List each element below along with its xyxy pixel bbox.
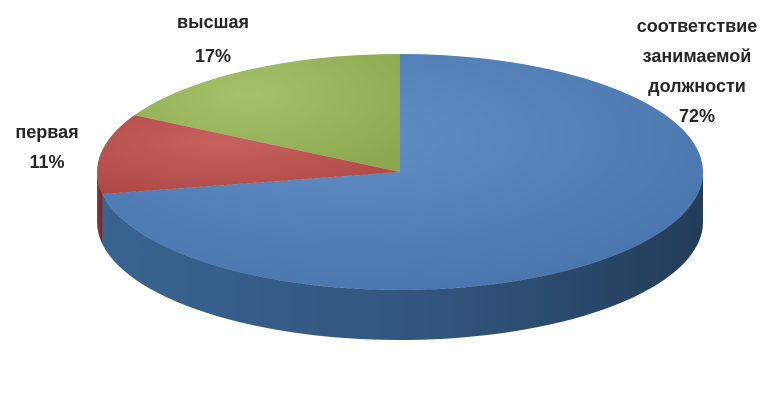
slice-label-1-line-0: первая [15,122,78,142]
pie-slice-shade-2 [134,53,401,173]
slice-label-0-line-2: должности [648,76,746,96]
pie-side-shade-0-0 [102,172,704,340]
slice-label-2-line-0: высшая [177,12,249,32]
slice-label-0-line-0: соответствие [637,16,758,36]
slice-label-0-line-1: занимаемой [643,46,752,66]
slice-value-label-1: 11% [29,152,64,172]
slice-value-label-2: 17% [195,46,231,66]
pie-slice-shade-1 [97,115,400,195]
pie-slice-shade-0 [102,54,704,290]
pie-sides [97,172,704,340]
slice-value-label-0: 72% [679,106,715,126]
pie-side-shade-1-0 [97,172,103,245]
pie-tops [97,53,704,290]
